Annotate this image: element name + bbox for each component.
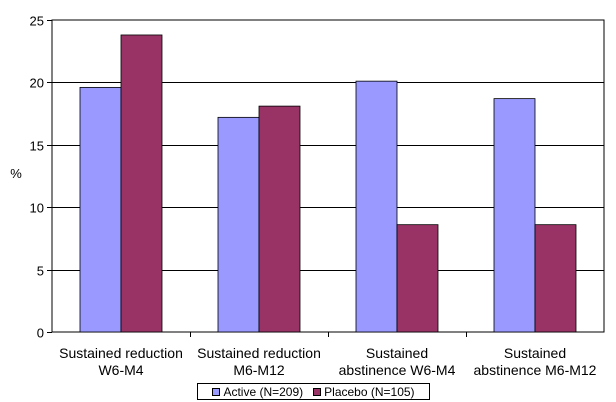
- y-tick-labels: 0 5 10 15 20 25: [30, 14, 44, 341]
- legend-label-placebo: Placebo (N=105): [324, 384, 415, 399]
- bar-active: [493, 98, 536, 333]
- y-tick-label: 0: [37, 326, 44, 341]
- x-category-label: Sustained reduction: [59, 345, 183, 361]
- bar-placebo: [258, 105, 301, 333]
- legend-swatch-placebo: [313, 387, 322, 396]
- legend: Active (N=209) Placebo (N=105): [197, 383, 430, 400]
- x-category-label: Sustained: [504, 345, 566, 361]
- y-axis-label: %: [10, 166, 22, 181]
- legend-item-placebo: Placebo (N=105): [313, 384, 415, 399]
- y-tick-label: 5: [37, 264, 44, 279]
- x-category-label: Sustained: [366, 345, 428, 361]
- bar-active: [79, 86, 122, 333]
- bar-placebo: [396, 224, 439, 333]
- bars: [79, 34, 577, 333]
- y-tick-label: 15: [30, 139, 44, 154]
- y-tick-label: 10: [30, 201, 44, 216]
- x-category-label: W6-M4: [98, 362, 143, 378]
- bar-active: [217, 116, 260, 333]
- x-category-label: abstinence W6-M4: [339, 362, 456, 378]
- legend-swatch-active: [212, 387, 221, 396]
- bar-placebo: [534, 224, 577, 333]
- bar-active: [355, 80, 398, 333]
- y-tick-label: 25: [30, 14, 44, 29]
- legend-label-active: Active (N=209): [223, 384, 304, 399]
- x-category-label: abstinence M6-M12: [474, 362, 597, 378]
- x-category-label: Sustained reduction: [197, 345, 321, 361]
- legend-item-active: Active (N=209): [212, 385, 303, 399]
- x-category-label: M6-M12: [233, 362, 285, 378]
- bar-placebo: [120, 34, 163, 333]
- y-tick-label: 20: [30, 76, 44, 91]
- axes: [47, 20, 467, 337]
